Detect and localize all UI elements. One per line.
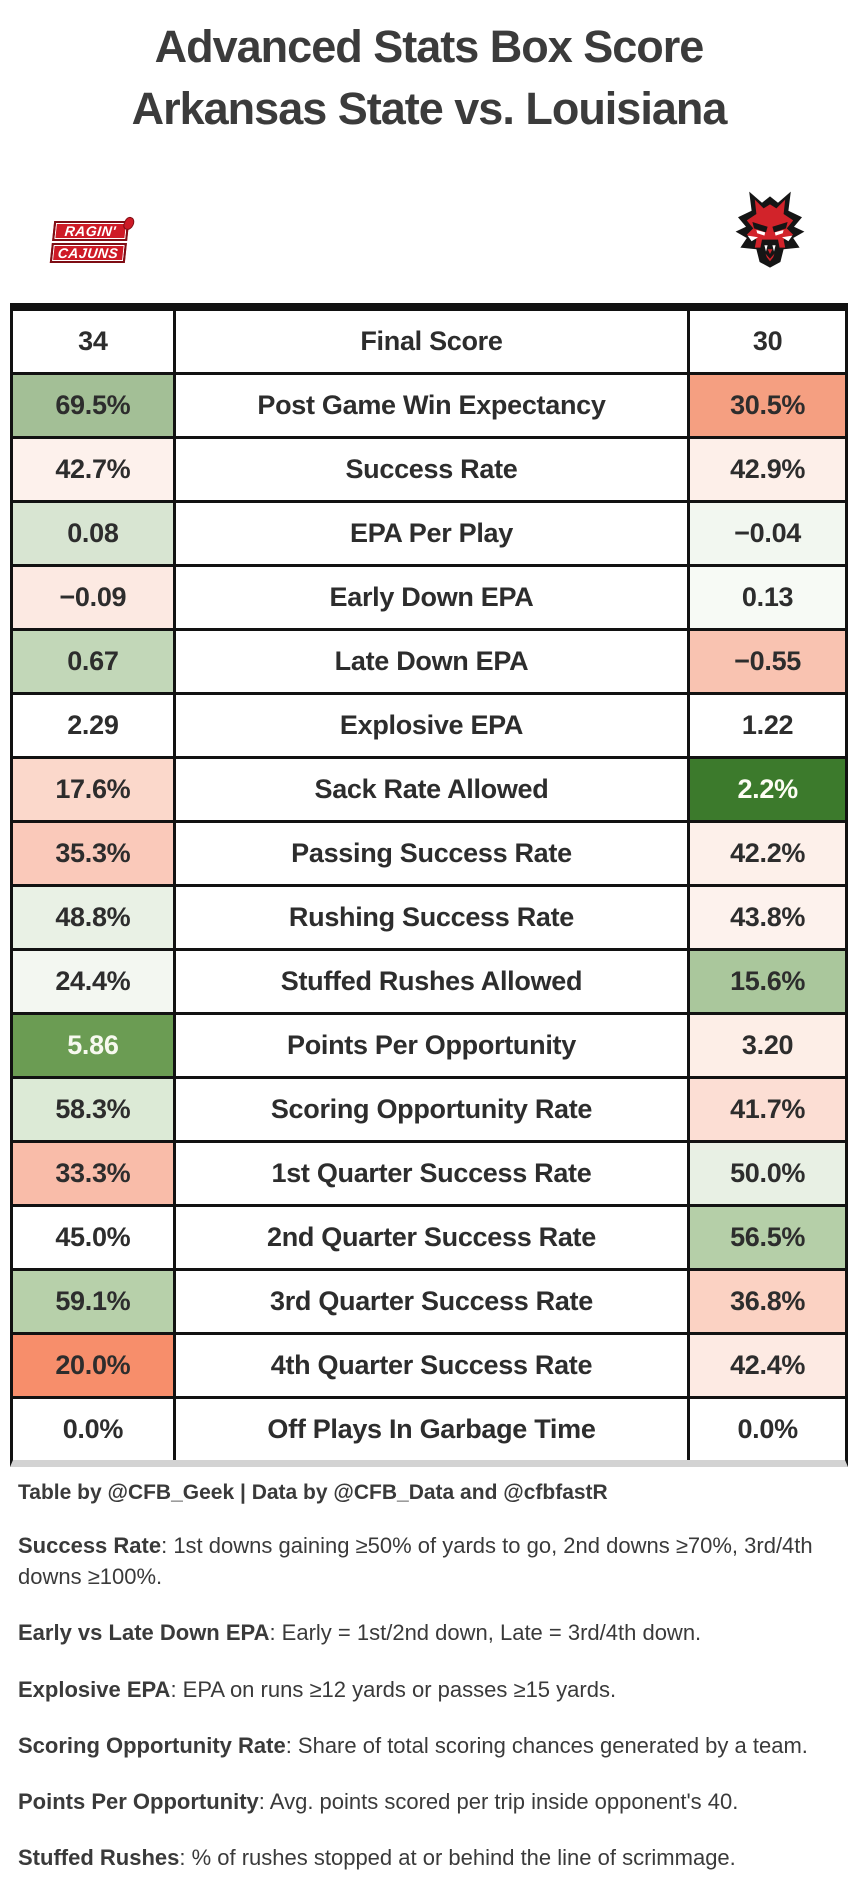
metric-label-cell: Scoring Opportunity Rate: [172, 1079, 691, 1143]
stats-grid: 34 Final Score 30 69.5% Post Game Win Expect…: [13, 311, 845, 1460]
right-team-value-cell: 30: [690, 311, 845, 375]
left-team-value-cell: 45.0%: [13, 1207, 173, 1271]
right-team-value-cell: 30.5%: [690, 375, 845, 439]
left-team-value-cell: −0.09: [13, 567, 173, 631]
cajuns-wordmark-text-1: RAGIN': [63, 223, 118, 239]
metric-label-cell: Success Rate: [172, 439, 691, 503]
pepper-icon: [121, 215, 136, 232]
footnote-scoring-opportunity-rate: Scoring Opportunity Rate: Share of total…: [18, 1732, 808, 1758]
left-team-value-cell: 58.3%: [13, 1079, 173, 1143]
footnote-explosive-epa: Explosive EPA: EPA on runs ≥12 yards or …: [18, 1676, 617, 1702]
metric-label-cell: EPA Per Play: [172, 503, 691, 567]
right-team-value-cell: 43.8%: [690, 887, 845, 951]
right-team-value-cell: 0.0%: [690, 1399, 845, 1460]
left-team-value-cell: 2.29: [13, 695, 173, 759]
left-team-value-cell: 35.3%: [13, 823, 173, 887]
right-team-value-cell: 42.9%: [690, 439, 845, 503]
metric-label-cell: Passing Success Rate: [172, 823, 691, 887]
footnote-points-per-opportunity: Points Per Opportunity: Avg. points scor…: [18, 1789, 739, 1815]
page-title: Advanced Stats Box Score Arkansas State …: [0, 0, 858, 131]
footnote-success-rate: Success Rate: 1st downs gaining ≥50% of …: [18, 1533, 813, 1590]
right-team-value-cell: 0.13: [690, 567, 845, 631]
cajuns-wordmark-text-2: CAJUNS: [57, 245, 120, 261]
left-team-value-cell: 0.0%: [13, 1399, 173, 1460]
left-team-value-cell: 42.7%: [13, 439, 173, 503]
metric-label-cell: 4th Quarter Success Rate: [172, 1335, 691, 1399]
left-team-value-cell: 59.1%: [13, 1271, 173, 1335]
red-wolf-head-icon: [735, 191, 805, 268]
footer: Table by @CFB_Geek | Data by @CFB_Data a…: [18, 1481, 840, 1874]
louisiana-ragin-cajuns-logo: RAGIN' CAJUNS: [49, 215, 136, 263]
team-logos-row: RAGIN' CAJUNS: [0, 145, 858, 277]
cajuns-wordmark-line-2: CAJUNS: [49, 243, 127, 263]
left-team-value-cell: 48.8%: [13, 887, 173, 951]
metric-label-cell: Explosive EPA: [172, 695, 691, 759]
title-line-2: Arkansas State vs. Louisiana: [131, 83, 728, 134]
left-team-value-cell: 69.5%: [13, 375, 173, 439]
cajuns-wordmark-line-1: RAGIN': [52, 215, 136, 241]
right-team-value-cell: −0.55: [690, 631, 845, 695]
metric-label-cell: Post Game Win Expectancy: [172, 375, 691, 439]
right-team-value-cell: 56.5%: [690, 1207, 845, 1271]
right-team-value-cell: 2.2%: [690, 759, 845, 823]
left-team-value-cell: 5.86: [13, 1015, 173, 1079]
right-team-value-cell: 36.8%: [690, 1271, 845, 1335]
metric-label-cell: Sack Rate Allowed: [172, 759, 691, 823]
metric-label-cell: Early Down EPA: [172, 567, 691, 631]
metric-label-cell: Final Score: [172, 311, 691, 375]
left-team-value-cell: 33.3%: [13, 1143, 173, 1207]
metric-label-cell: 2nd Quarter Success Rate: [172, 1207, 691, 1271]
metric-label-cell: 1st Quarter Success Rate: [172, 1143, 691, 1207]
right-team-value-cell: 42.4%: [690, 1335, 845, 1399]
left-team-value-cell: 17.6%: [13, 759, 173, 823]
metric-label-cell: 3rd Quarter Success Rate: [172, 1271, 691, 1335]
left-team-value-cell: 0.08: [13, 503, 173, 567]
left-team-value-cell: 0.67: [13, 631, 173, 695]
attribution-line: Table by @CFB_Geek | Data by @CFB_Data a…: [18, 1481, 608, 1504]
right-team-value-cell: 42.2%: [690, 823, 845, 887]
header: Advanced Stats Box Score Arkansas State …: [0, 0, 858, 131]
footnote-early-vs-late-down-epa: Early vs Late Down EPA: Early = 1st/2nd …: [18, 1620, 702, 1646]
right-team-value-cell: 3.20: [690, 1015, 845, 1079]
footnotes: Success Rate: 1st downs gaining ≥50% of …: [18, 1530, 840, 1874]
metric-label-cell: Points Per Opportunity: [172, 1015, 691, 1079]
title-line-1: Advanced Stats Box Score: [154, 21, 705, 72]
left-team-value-cell: 20.0%: [13, 1335, 173, 1399]
right-team-value-cell: 41.7%: [690, 1079, 845, 1143]
metric-label-cell: Late Down EPA: [172, 631, 691, 695]
right-team-value-cell: 50.0%: [690, 1143, 845, 1207]
right-team-value-cell: 1.22: [690, 695, 845, 759]
metric-label-cell: Rushing Success Rate: [172, 887, 691, 951]
left-team-value-cell: 24.4%: [13, 951, 173, 1015]
metric-label-cell: Stuffed Rushes Allowed: [172, 951, 691, 1015]
right-team-value-cell: −0.04: [690, 503, 845, 567]
right-team-value-cell: 15.6%: [690, 951, 845, 1015]
metric-label-cell: Off Plays In Garbage Time: [172, 1399, 691, 1460]
stats-table: 34 Final Score 30 69.5% Post Game Win Expect…: [10, 303, 848, 1467]
footnote-stuffed-rushes: Stuffed Rushes: % of rushes stopped at o…: [18, 1845, 736, 1871]
left-team-value-cell: 34: [13, 311, 173, 375]
